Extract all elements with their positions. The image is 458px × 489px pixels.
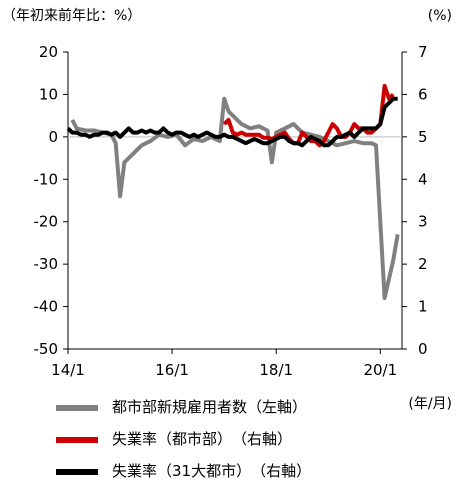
series-line-31-cities-unemployment bbox=[66, 96, 398, 148]
x-axis-tick-label: 20/1 bbox=[363, 361, 397, 379]
legend-label: 都市部新規雇用者数（左軸） bbox=[112, 398, 308, 416]
left-axis-unit-note: （年初来前年比：%） bbox=[2, 8, 142, 24]
left-axis-tick-label: -50 bbox=[34, 340, 59, 358]
left-axis-tick-label: 20 bbox=[39, 43, 58, 61]
left-axis-tick-label: 0 bbox=[48, 128, 58, 146]
right-axis-unit-note: (%) bbox=[427, 8, 452, 24]
legend-label: 失業率（都市部） （右軸） bbox=[112, 430, 293, 448]
right-axis-tick-label: 5 bbox=[418, 128, 428, 146]
x-axis-tick-label: 16/1 bbox=[155, 361, 189, 379]
right-axis-tick-label: 2 bbox=[418, 255, 428, 273]
x-axis-unit-label: (年/月) bbox=[408, 396, 452, 412]
x-axis-tick-label: 14/1 bbox=[51, 361, 85, 379]
legend-swatch bbox=[56, 404, 98, 411]
left-axis-tick-label: -40 bbox=[34, 298, 59, 316]
right-axis-tick-label: 3 bbox=[418, 213, 428, 231]
right-axis-tick-label: 7 bbox=[418, 43, 428, 61]
legend-item-urban-new-jobs: 都市部新規雇用者数（左軸） bbox=[56, 398, 307, 416]
left-axis-tick-label: -10 bbox=[34, 170, 59, 188]
right-axis-tick-label: 0 bbox=[418, 340, 428, 358]
left-axis-tick-label: 10 bbox=[39, 85, 58, 103]
right-axis-tick-label: 1 bbox=[418, 298, 428, 316]
right-axis-tick-label: 4 bbox=[418, 170, 428, 188]
right-axis-tick-label: 6 bbox=[418, 85, 428, 103]
legend-swatch bbox=[56, 468, 98, 475]
series-line-urban-new-jobs bbox=[70, 96, 400, 301]
left-axis-tick-label: -20 bbox=[34, 213, 59, 231]
x-axis-tick-label: 18/1 bbox=[259, 361, 293, 379]
legend-swatch bbox=[56, 436, 98, 443]
left-axis-tick-label: -30 bbox=[34, 255, 59, 273]
legend-item-urban-unemployment: 失業率（都市部） （右軸） bbox=[56, 430, 292, 448]
legend-item-31-cities-unemployment: 失業率（31大都市） （右軸） bbox=[56, 462, 311, 480]
legend-label: 失業率（31大都市） （右軸） bbox=[112, 462, 312, 480]
